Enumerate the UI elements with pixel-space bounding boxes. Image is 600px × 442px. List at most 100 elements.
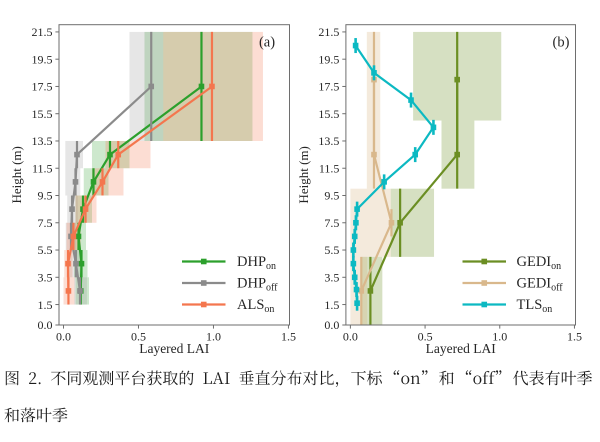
y-tick-label: 5.5: [324, 243, 339, 257]
legend-marker-GEDIon: [481, 258, 488, 265]
panel-a: 0.0 0.5 1.0 1.5 0.0 1.5 3.5 5.5 7.5 9.5 11.5 13.5 15…: [9, 24, 296, 356]
y-tick-label: 11.5: [32, 161, 53, 175]
data-point-marker-TLSon: [352, 42, 359, 49]
series-ALSon: [65, 31, 215, 305]
series-GEDIon: [367, 31, 460, 325]
data-point-marker-TLSon: [381, 179, 387, 185]
legend: DHPon DHPoff ALSon: [182, 254, 278, 315]
figure-caption-vector: [4, 370, 593, 423]
y-tick-label: 3.5: [324, 270, 339, 284]
data-point-marker-TLSon: [350, 260, 357, 267]
data-point-marker-TLSon: [353, 219, 359, 226]
y-tick-label: 15.5: [318, 107, 339, 121]
data-point-marker-TLSon: [412, 151, 419, 158]
legend-label-DHPon: DHPon: [237, 254, 276, 272]
data-point-marker-TLSon: [353, 286, 360, 293]
data-point-marker-TLSon: [351, 233, 358, 240]
band-DHPoff: [129, 31, 164, 141]
x-axis-title: Layered LAI: [139, 341, 210, 356]
band-GEDIon: [390, 188, 435, 257]
y-tick-label: 17.5: [318, 80, 339, 94]
x-tick-label: 0.0: [56, 330, 71, 344]
data-point-marker-TLSon: [351, 274, 358, 281]
x-axis-title: Layered LAI: [426, 341, 497, 356]
panel-label: (b): [553, 35, 570, 51]
data-point-marker-DHPon: [90, 179, 97, 185]
y-tick-label: 21.5: [318, 25, 339, 39]
series-line-GEDIoff: [360, 79, 393, 292]
data-point-marker-DHPon: [75, 233, 82, 240]
legend-label-TLSon: TLSon: [517, 297, 553, 315]
panel-label: (a): [259, 35, 275, 51]
data-point-marker-GEDIon: [367, 288, 374, 294]
y-tick-label: 9.5: [324, 189, 339, 203]
data-point-marker-GEDIoff: [358, 288, 365, 294]
legend-marker-DHPon: [200, 258, 207, 265]
data-point-marker-ALSon: [209, 83, 215, 90]
y-tick-label: 0.0: [324, 318, 339, 332]
x-tick-label: 1.0: [206, 330, 221, 344]
x-tick-label: 1.5: [567, 330, 582, 344]
data-point-marker-DHPoff: [148, 83, 155, 90]
y-tick-label: 1.5: [324, 298, 339, 312]
y-tick-label: 21.5: [32, 25, 53, 39]
data-point-marker-TLSon: [350, 247, 357, 253]
data-point-marker-DHPoff: [74, 151, 80, 158]
axes-spines: [345, 24, 576, 326]
x-tick-label: 0.0: [343, 330, 358, 344]
legend-label-GEDIoff: GEDIoff: [517, 276, 564, 294]
legend-marker-GEDIoff: [481, 280, 488, 286]
legend-marker-TLSon: [481, 301, 488, 308]
legend: GEDIon GEDIoff TLSon: [462, 254, 564, 315]
data-point-marker-ALSon: [65, 288, 72, 294]
y-tick-label: 7.5: [324, 216, 339, 230]
y-tick-label: 13.5: [32, 134, 53, 148]
x-tick-label: 1.0: [492, 330, 507, 344]
data-point-marker-DHPon: [78, 260, 85, 267]
data-point-marker-ALSon: [115, 151, 122, 158]
data-point-marker-ALSon: [70, 233, 77, 240]
series-GEDIoff: [358, 31, 395, 325]
legend-marker-DHPoff: [200, 280, 207, 286]
data-point-marker-TLSon: [354, 300, 360, 306]
y-tick-label: 9.5: [38, 189, 53, 203]
legend-marker-ALSon: [200, 301, 207, 308]
lai-vertical-profile-chart: 0.0 0.5 1.0 1.5 0.0 1.5 3.5 5.5 7.5 9.5 11.5 13.5 15…: [9, 24, 582, 356]
uncertainty-bands: [350, 31, 502, 325]
data-point-marker-DHPon: [107, 151, 113, 158]
lai-profile-figure: 0.0 0.5 1.0 1.5 0.0 1.5 3.5 5.5 7.5 9.5 11.5 13.5 15…: [4, 24, 593, 423]
data-point-marker-DHPon: [198, 83, 205, 90]
data-point-marker-DHPoff: [77, 288, 83, 294]
series-line-GEDIon: [369, 79, 459, 292]
x-tick-label: 0.5: [131, 330, 146, 344]
data-point-marker-TLSon: [354, 206, 360, 212]
caption-line1-glyphs: [5, 370, 593, 388]
data-point-marker-TLSon: [371, 70, 377, 76]
data-point-marker-GEDIon: [454, 151, 460, 158]
legend-label-DHPoff: DHPoff: [237, 276, 278, 294]
y-tick-label: 13.5: [318, 134, 339, 148]
y-tick-label: 1.5: [38, 298, 53, 312]
data-point-marker-DHPoff: [73, 260, 79, 267]
data-point-marker-DHPoff: [69, 206, 75, 212]
axis-ticks: 0.0 0.5 1.0 1.5 0.0 1.5 3.5 5.5 7.5 9.5 11.5 13.5 15…: [32, 25, 296, 343]
caption-line2-glyphs: [4, 407, 68, 423]
axis-ticks: 0.0 0.5 1.0 1.5 0.0 1.5 3.5 5.5 7.5 9.5 11.5 13.5 15…: [318, 25, 582, 343]
y-tick-label: 11.5: [319, 161, 340, 175]
data-point-marker-TLSon: [430, 124, 437, 131]
y-axis-title: Height (m): [9, 146, 24, 203]
y-tick-label: 5.5: [38, 243, 53, 257]
data-point-marker-GEDIoff: [388, 219, 395, 226]
y-tick-label: 3.5: [38, 270, 53, 284]
data-point-marker-DHPoff: [72, 179, 79, 185]
data-point-marker-GEDIon: [454, 76, 460, 83]
data-point-marker-TLSon: [408, 97, 414, 103]
legend-label-GEDIon: GEDIon: [517, 254, 562, 272]
data-point-marker-ALSon: [65, 260, 71, 267]
y-tick-label: 17.5: [32, 80, 53, 94]
series-TLSon: [350, 38, 437, 311]
y-tick-label: 19.5: [318, 52, 339, 66]
data-point-marker-ALSon: [99, 179, 106, 185]
panel-b: 0.0 0.5 1.0 1.5 0.0 1.5 3.5 5.5 7.5 9.5 11.5 13.5 15…: [296, 24, 582, 356]
data-point-marker-ALSon: [82, 206, 89, 212]
